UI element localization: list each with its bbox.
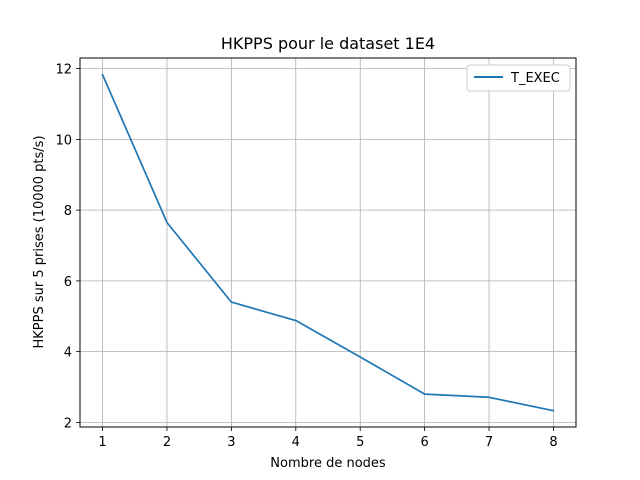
series-line: [101, 73, 555, 412]
x-tick-label: 3: [227, 435, 235, 450]
chart-title: HKPPS pour le dataset 1E4: [221, 34, 435, 53]
y-tick-label: 12: [55, 63, 72, 78]
y-tick-label: 8: [64, 204, 72, 219]
series-layer: [101, 73, 555, 412]
y-tick-label: 10: [55, 133, 72, 148]
legend-box: [466, 64, 571, 92]
x-tick-label: 6: [420, 435, 428, 450]
x-tick-label: 4: [292, 435, 300, 450]
legend: T_EXEC: [466, 64, 571, 92]
plot-background: [80, 58, 576, 427]
y-tick-label: 6: [64, 275, 72, 290]
x-tick-label: 8: [549, 435, 557, 450]
y-axis-ticks: 2 4 6 8 10 12: [55, 63, 80, 431]
y-axis-title: HKPPS sur 5 prises (10000 pts/s): [32, 135, 47, 348]
x-tick-label: 1: [98, 435, 106, 450]
y-tick-label: 4: [64, 346, 72, 361]
x-tick-label: 5: [356, 435, 364, 450]
y-tick-label: 2: [64, 416, 72, 431]
x-axis-ticks: 1 2 3 4 5 6 7 8: [98, 427, 558, 450]
legend-label: T_EXEC: [510, 71, 560, 86]
plot-frame: [79, 57, 577, 428]
x-tick-label: 2: [163, 435, 171, 450]
x-tick-label: 7: [485, 435, 493, 450]
x-axis-title: Nombre de nodes: [270, 456, 386, 471]
